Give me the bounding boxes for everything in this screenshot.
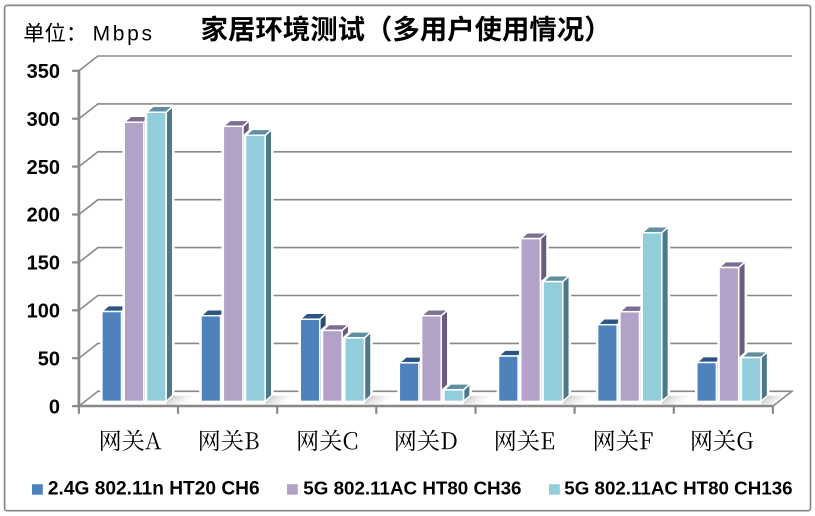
svg-text:5G 802.11AC HT80 CH136: 5G 802.11AC HT80 CH136 bbox=[564, 478, 792, 499]
svg-text:350: 350 bbox=[27, 61, 60, 83]
svg-text:250: 250 bbox=[27, 157, 60, 179]
svg-text:50: 50 bbox=[38, 348, 60, 370]
svg-text:200: 200 bbox=[27, 205, 60, 227]
svg-text:300: 300 bbox=[27, 109, 60, 131]
svg-text:0: 0 bbox=[49, 396, 60, 418]
svg-text:5G 802.11AC HT80 CH36: 5G 802.11AC HT80 CH36 bbox=[303, 478, 521, 499]
svg-text:Mbps: Mbps bbox=[93, 22, 155, 45]
svg-text:100: 100 bbox=[27, 301, 60, 323]
svg-text:2.4G 802.11n HT20 CH6: 2.4G 802.11n HT20 CH6 bbox=[48, 479, 260, 500]
svg-text:150: 150 bbox=[27, 253, 60, 275]
